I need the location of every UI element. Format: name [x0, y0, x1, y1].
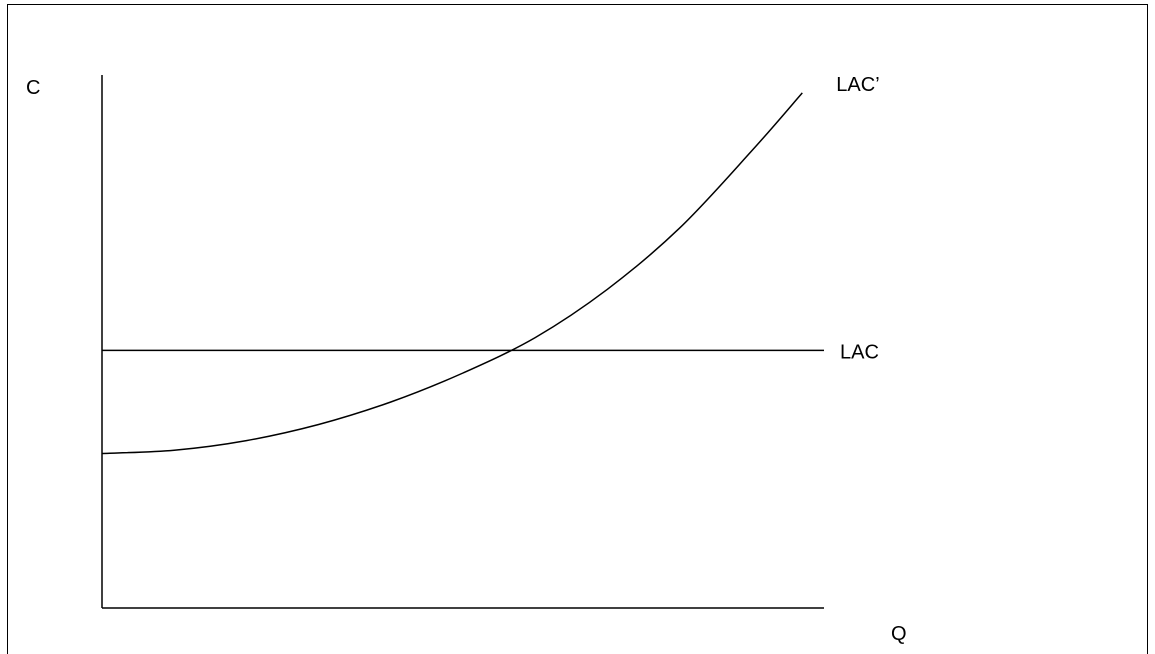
x-axis-label: Q	[891, 623, 907, 645]
series-label-lac-prime: LAC’	[836, 74, 879, 96]
y-axis-label: C	[26, 77, 40, 99]
series-line-lac-prime	[101, 92, 803, 455]
chart-border	[7, 4, 1148, 654]
series-layer: LAC LAC’	[101, 74, 880, 455]
series-label-lac: LAC	[840, 341, 879, 363]
